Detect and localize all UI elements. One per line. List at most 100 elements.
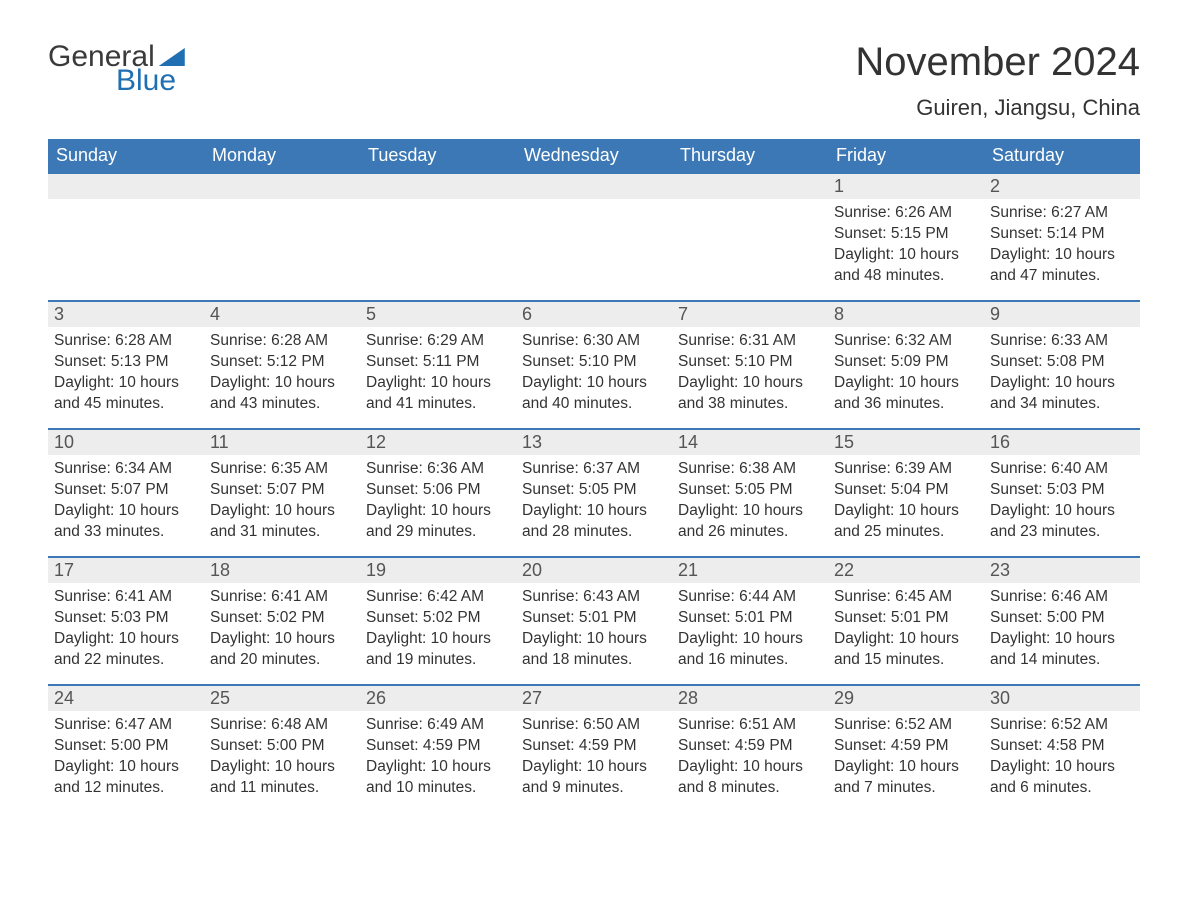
calendar-day-cell: 20Sunrise: 6:43 AMSunset: 5:01 PMDayligh… [516, 556, 672, 684]
day-details: Sunrise: 6:52 AMSunset: 4:58 PMDaylight:… [984, 711, 1140, 807]
daylight-line: Daylight: 10 hours and 25 minutes. [834, 501, 978, 543]
sunset-line: Sunset: 5:13 PM [54, 352, 198, 373]
calendar-day-cell: 26Sunrise: 6:49 AMSunset: 4:59 PMDayligh… [360, 684, 516, 812]
day-number: 20 [516, 556, 672, 583]
sunset-line: Sunset: 5:05 PM [522, 480, 666, 501]
sunrise-line: Sunrise: 6:38 AM [678, 459, 822, 480]
daylight-line: Daylight: 10 hours and 36 minutes. [834, 373, 978, 415]
day-details: Sunrise: 6:51 AMSunset: 4:59 PMDaylight:… [672, 711, 828, 807]
day-details: Sunrise: 6:49 AMSunset: 4:59 PMDaylight:… [360, 711, 516, 807]
day-number: 14 [672, 428, 828, 455]
calendar-day-cell: 13Sunrise: 6:37 AMSunset: 5:05 PMDayligh… [516, 428, 672, 556]
calendar-day-cell: 21Sunrise: 6:44 AMSunset: 5:01 PMDayligh… [672, 556, 828, 684]
daylight-line: Daylight: 10 hours and 33 minutes. [54, 501, 198, 543]
weekday-header: Tuesday [360, 139, 516, 172]
sunset-line: Sunset: 5:04 PM [834, 480, 978, 501]
sunset-line: Sunset: 5:10 PM [522, 352, 666, 373]
day-number: 11 [204, 428, 360, 455]
sunset-line: Sunset: 5:07 PM [54, 480, 198, 501]
daylight-line: Daylight: 10 hours and 48 minutes. [834, 245, 978, 287]
day-details: Sunrise: 6:27 AMSunset: 5:14 PMDaylight:… [984, 199, 1140, 295]
day-details: Sunrise: 6:30 AMSunset: 5:10 PMDaylight:… [516, 327, 672, 423]
sunset-line: Sunset: 5:10 PM [678, 352, 822, 373]
daylight-line: Daylight: 10 hours and 31 minutes. [210, 501, 354, 543]
daylight-line: Daylight: 10 hours and 20 minutes. [210, 629, 354, 671]
daylight-line: Daylight: 10 hours and 29 minutes. [366, 501, 510, 543]
sunset-line: Sunset: 5:00 PM [990, 608, 1134, 629]
empty-day-bar [516, 172, 672, 199]
day-number: 3 [48, 300, 204, 327]
day-details: Sunrise: 6:52 AMSunset: 4:59 PMDaylight:… [828, 711, 984, 807]
daylight-line: Daylight: 10 hours and 43 minutes. [210, 373, 354, 415]
day-number: 6 [516, 300, 672, 327]
day-number: 12 [360, 428, 516, 455]
sunrise-line: Sunrise: 6:50 AM [522, 715, 666, 736]
day-number: 1 [828, 172, 984, 199]
sunrise-line: Sunrise: 6:52 AM [834, 715, 978, 736]
day-details: Sunrise: 6:41 AMSunset: 5:02 PMDaylight:… [204, 583, 360, 679]
sunset-line: Sunset: 5:03 PM [990, 480, 1134, 501]
daylight-line: Daylight: 10 hours and 19 minutes. [366, 629, 510, 671]
calendar-day-cell: 4Sunrise: 6:28 AMSunset: 5:12 PMDaylight… [204, 300, 360, 428]
daylight-line: Daylight: 10 hours and 34 minutes. [990, 373, 1134, 415]
calendar-week-row: 1Sunrise: 6:26 AMSunset: 5:15 PMDaylight… [48, 172, 1140, 300]
day-details: Sunrise: 6:47 AMSunset: 5:00 PMDaylight:… [48, 711, 204, 807]
sunrise-line: Sunrise: 6:41 AM [54, 587, 198, 608]
calendar-day-cell: 19Sunrise: 6:42 AMSunset: 5:02 PMDayligh… [360, 556, 516, 684]
sunrise-line: Sunrise: 6:32 AM [834, 331, 978, 352]
calendar-day-cell: 11Sunrise: 6:35 AMSunset: 5:07 PMDayligh… [204, 428, 360, 556]
day-number: 21 [672, 556, 828, 583]
daylight-line: Daylight: 10 hours and 40 minutes. [522, 373, 666, 415]
day-details: Sunrise: 6:46 AMSunset: 5:00 PMDaylight:… [984, 583, 1140, 679]
calendar-day-cell: 25Sunrise: 6:48 AMSunset: 5:00 PMDayligh… [204, 684, 360, 812]
day-details: Sunrise: 6:35 AMSunset: 5:07 PMDaylight:… [204, 455, 360, 551]
day-number: 22 [828, 556, 984, 583]
calendar-day-cell: 9Sunrise: 6:33 AMSunset: 5:08 PMDaylight… [984, 300, 1140, 428]
calendar-day-cell [48, 172, 204, 300]
sunset-line: Sunset: 5:01 PM [522, 608, 666, 629]
weekday-header: Thursday [672, 139, 828, 172]
day-number: 4 [204, 300, 360, 327]
calendar-day-cell: 30Sunrise: 6:52 AMSunset: 4:58 PMDayligh… [984, 684, 1140, 812]
calendar-day-cell: 24Sunrise: 6:47 AMSunset: 5:00 PMDayligh… [48, 684, 204, 812]
sunset-line: Sunset: 5:09 PM [834, 352, 978, 373]
calendar-week-row: 3Sunrise: 6:28 AMSunset: 5:13 PMDaylight… [48, 300, 1140, 428]
day-number: 17 [48, 556, 204, 583]
sunset-line: Sunset: 5:00 PM [54, 736, 198, 757]
sunrise-line: Sunrise: 6:52 AM [990, 715, 1134, 736]
calendar-day-cell: 29Sunrise: 6:52 AMSunset: 4:59 PMDayligh… [828, 684, 984, 812]
sunrise-line: Sunrise: 6:42 AM [366, 587, 510, 608]
sunrise-line: Sunrise: 6:30 AM [522, 331, 666, 352]
calendar-day-cell: 5Sunrise: 6:29 AMSunset: 5:11 PMDaylight… [360, 300, 516, 428]
daylight-line: Daylight: 10 hours and 18 minutes. [522, 629, 666, 671]
day-details: Sunrise: 6:37 AMSunset: 5:05 PMDaylight:… [516, 455, 672, 551]
daylight-line: Daylight: 10 hours and 23 minutes. [990, 501, 1134, 543]
day-details: Sunrise: 6:43 AMSunset: 5:01 PMDaylight:… [516, 583, 672, 679]
sunrise-line: Sunrise: 6:48 AM [210, 715, 354, 736]
sunset-line: Sunset: 5:08 PM [990, 352, 1134, 373]
sunrise-line: Sunrise: 6:34 AM [54, 459, 198, 480]
day-details: Sunrise: 6:40 AMSunset: 5:03 PMDaylight:… [984, 455, 1140, 551]
day-number: 15 [828, 428, 984, 455]
calendar-day-cell [360, 172, 516, 300]
sunset-line: Sunset: 5:12 PM [210, 352, 354, 373]
daylight-line: Daylight: 10 hours and 38 minutes. [678, 373, 822, 415]
sunset-line: Sunset: 5:05 PM [678, 480, 822, 501]
day-number: 13 [516, 428, 672, 455]
day-number: 8 [828, 300, 984, 327]
daylight-line: Daylight: 10 hours and 47 minutes. [990, 245, 1134, 287]
day-number: 28 [672, 684, 828, 711]
daylight-line: Daylight: 10 hours and 26 minutes. [678, 501, 822, 543]
calendar-day-cell: 7Sunrise: 6:31 AMSunset: 5:10 PMDaylight… [672, 300, 828, 428]
calendar-day-cell: 23Sunrise: 6:46 AMSunset: 5:00 PMDayligh… [984, 556, 1140, 684]
logo: General Blue [48, 40, 185, 98]
calendar-day-cell: 28Sunrise: 6:51 AMSunset: 4:59 PMDayligh… [672, 684, 828, 812]
sunset-line: Sunset: 5:03 PM [54, 608, 198, 629]
calendar-day-cell: 17Sunrise: 6:41 AMSunset: 5:03 PMDayligh… [48, 556, 204, 684]
logo-text-blue: Blue [116, 64, 176, 98]
sunrise-line: Sunrise: 6:41 AM [210, 587, 354, 608]
day-number: 16 [984, 428, 1140, 455]
calendar-header-row: SundayMondayTuesdayWednesdayThursdayFrid… [48, 139, 1140, 172]
day-number: 25 [204, 684, 360, 711]
sunrise-line: Sunrise: 6:40 AM [990, 459, 1134, 480]
